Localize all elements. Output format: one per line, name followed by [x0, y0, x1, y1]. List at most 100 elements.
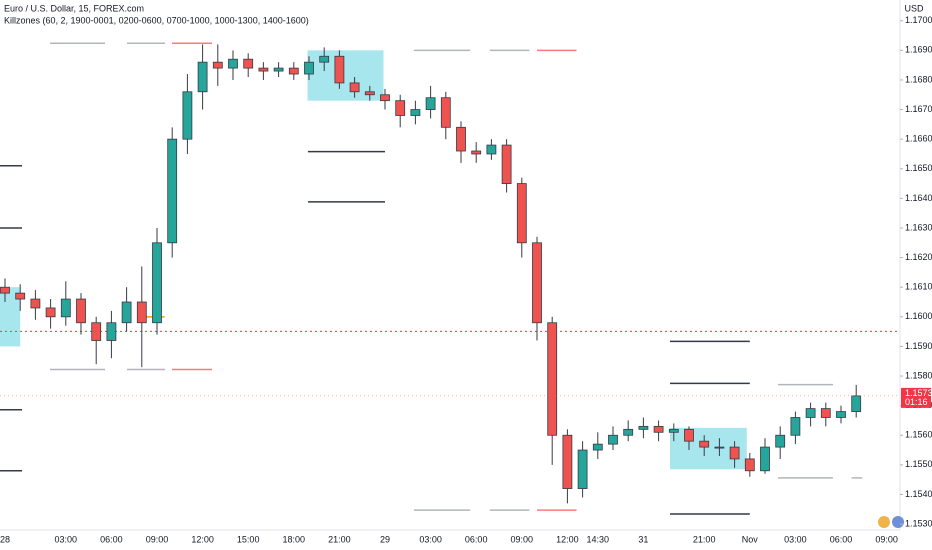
- y-tick-label: 1.17000: [905, 15, 932, 25]
- candle-body: [380, 94, 390, 102]
- y-tick-label: 1.16100: [905, 282, 932, 292]
- candle-body: [304, 61, 314, 75]
- candle-body: [45, 307, 56, 318]
- candle-body: [15, 292, 26, 300]
- candle-body: [486, 144, 497, 155]
- y-tick-label: 1.16800: [905, 74, 932, 84]
- candle-body: [760, 446, 770, 472]
- flag-icon: [878, 516, 890, 528]
- candle-body: [76, 298, 86, 324]
- candle-body: [562, 434, 573, 489]
- candle-body: [182, 91, 193, 140]
- y-tick-label: 1.15300: [905, 518, 932, 528]
- x-tick-label: 21:00: [693, 534, 716, 544]
- x-tick-label: 15:00: [237, 534, 260, 544]
- candle-body: [790, 417, 801, 436]
- countdown-label: 01:16: [905, 397, 928, 407]
- x-tick-label: 21:00: [328, 534, 351, 544]
- candle-body: [456, 126, 466, 152]
- candle-body: [425, 97, 436, 110]
- y-tick-label: 1.16300: [905, 222, 932, 232]
- x-tick-label: 06:00: [830, 534, 853, 544]
- x-tick-label: 09:00: [875, 534, 898, 544]
- candle-body: [638, 425, 649, 430]
- candle-body: [471, 150, 482, 155]
- last-price-box: [901, 387, 931, 408]
- candle-body: [228, 58, 238, 69]
- x-tick-label: 18:00: [283, 534, 306, 544]
- candle-body: [820, 408, 831, 418]
- candle-body: [319, 55, 330, 63]
- candle-body: [532, 242, 542, 324]
- x-tick-label: 12:00: [191, 534, 214, 544]
- y-tick-label: 1.16400: [905, 193, 932, 203]
- candle-body: [136, 301, 147, 324]
- candle-body: [60, 298, 71, 318]
- candle-body: [30, 298, 41, 309]
- chart-title: Euro / U.S. Dollar, 15, FOREX.com: [4, 3, 144, 13]
- currency-label: USD: [904, 3, 924, 13]
- x-tick-label: 28: [0, 534, 10, 544]
- candle-body: [775, 434, 786, 448]
- candle-body: [121, 301, 132, 324]
- y-tick-label: 1.15500: [905, 459, 932, 469]
- candle-body: [395, 100, 406, 116]
- x-tick-label: 06:00: [465, 534, 488, 544]
- candle-body: [684, 428, 694, 442]
- candle-body: [608, 434, 618, 445]
- x-tick-label: 12:00: [556, 534, 579, 544]
- candle-body: [516, 183, 527, 244]
- last-price-label: 1.15733: [905, 388, 932, 398]
- candle-body: [243, 58, 254, 69]
- x-tick-label: 29: [380, 534, 390, 544]
- x-tick-label: 03:00: [784, 534, 807, 544]
- y-tick-label: 1.16900: [905, 45, 932, 55]
- candle-body: [0, 286, 10, 294]
- x-tick-label: 14:30: [587, 534, 610, 544]
- x-tick-label: 03:00: [55, 534, 78, 544]
- candle-body: [699, 440, 710, 448]
- candle-body: [364, 91, 375, 96]
- y-tick-label: 1.15600: [905, 430, 932, 440]
- candle-body: [106, 322, 117, 341]
- candle-body: [836, 411, 846, 418]
- candle-body: [334, 55, 345, 84]
- y-tick-label: 1.16500: [905, 163, 932, 173]
- candle-body: [805, 408, 816, 418]
- candle-body: [197, 61, 208, 93]
- candle-body: [167, 138, 178, 244]
- x-tick-label: Nov: [742, 534, 759, 544]
- y-tick-label: 1.15400: [905, 489, 932, 499]
- y-tick-label: 1.16700: [905, 104, 932, 114]
- x-tick-label: 03:00: [419, 534, 442, 544]
- y-tick-label: 1.15800: [905, 370, 932, 380]
- candle-body: [91, 322, 102, 341]
- candle-body: [547, 322, 558, 436]
- candle-body: [592, 443, 603, 451]
- candle-body: [623, 428, 634, 436]
- candle-body: [410, 109, 421, 116]
- indicator-label: Killzones (60, 2, 1900-0001, 0200-0600, …: [4, 15, 309, 25]
- x-tick-label: 09:00: [511, 534, 534, 544]
- x-tick-label: 06:00: [100, 534, 123, 544]
- candle-body: [288, 67, 299, 75]
- candle-body: [440, 97, 451, 128]
- candle-body: [577, 449, 588, 489]
- candle-body: [258, 67, 269, 72]
- x-tick-label: 31: [638, 534, 648, 544]
- flag-icon: [892, 516, 904, 528]
- candle-body: [744, 458, 755, 472]
- x-tick-label: 09:00: [146, 534, 169, 544]
- candle-body: [851, 395, 862, 412]
- candle-body: [349, 82, 360, 93]
- y-tick-label: 1.16600: [905, 134, 932, 144]
- candle-body: [653, 425, 664, 433]
- candle-body: [668, 428, 679, 433]
- y-tick-label: 1.15900: [905, 341, 932, 351]
- candle-body: [273, 67, 284, 72]
- y-tick-label: 1.16200: [905, 252, 932, 262]
- y-tick-label: 1.16000: [905, 311, 932, 321]
